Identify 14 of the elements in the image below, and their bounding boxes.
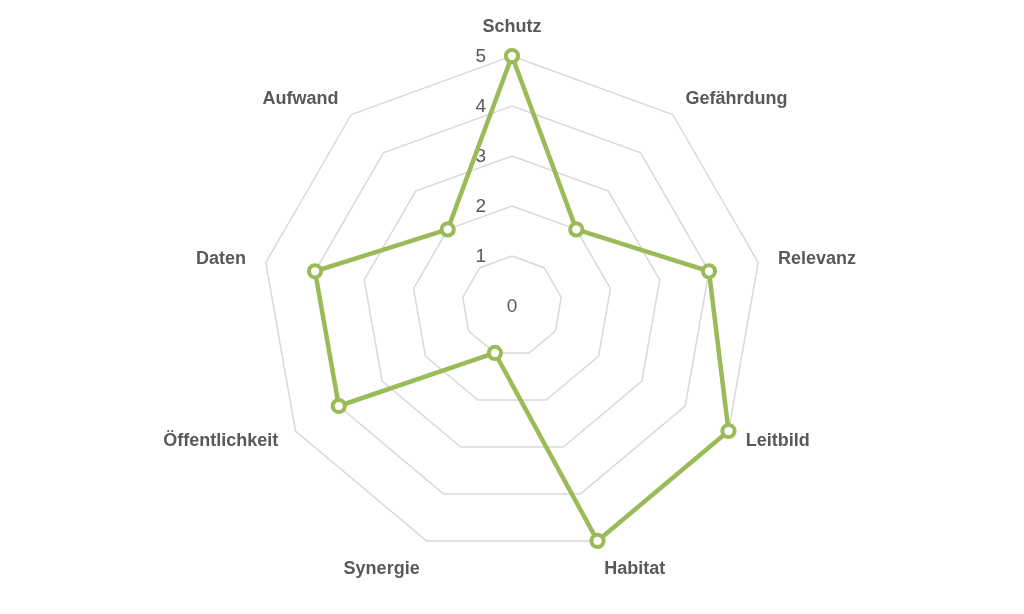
y-tick-label: 4 [475, 95, 487, 116]
spoke-label: Leitbild [745, 430, 810, 450]
y-tick-label: 1 [475, 245, 487, 266]
spoke-label: Daten [196, 248, 247, 269]
spoke-label: Relevanz [777, 248, 856, 269]
spoke-label: Schutz [482, 16, 542, 36]
y-tick-label: 5 [475, 45, 487, 66]
spoke-label: Synergie [343, 557, 420, 578]
spoke-label: Öffentlichkeit [163, 430, 279, 450]
y-tick-label: 0 [506, 295, 518, 316]
spoke-label: Habitat [604, 557, 666, 578]
spoke-label: Gefährdung [685, 88, 788, 109]
y-tick-label: 2 [475, 195, 487, 216]
spoke-label: Aufwand [262, 88, 339, 109]
